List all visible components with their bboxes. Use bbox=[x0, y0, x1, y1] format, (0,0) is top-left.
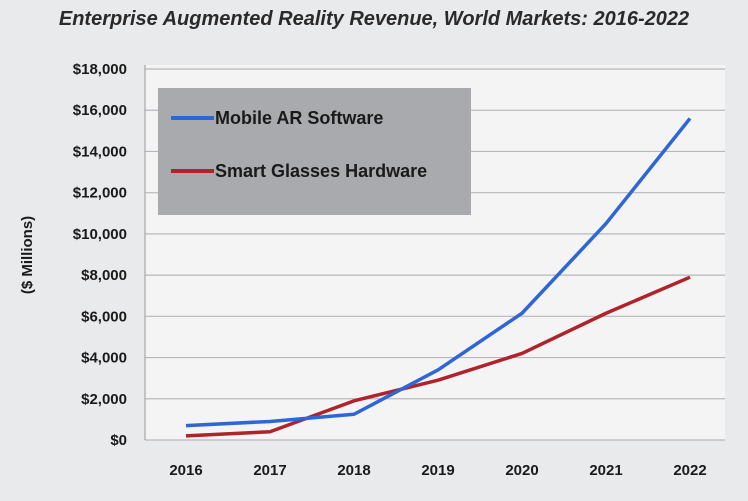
legend-label: Mobile AR Software bbox=[215, 108, 383, 128]
y-tick-label: $8,000 bbox=[81, 267, 127, 284]
y-tick-label: $16,000 bbox=[73, 102, 127, 119]
y-tick-label: $0 bbox=[110, 432, 127, 449]
x-tick-label: 2020 bbox=[505, 462, 538, 479]
chart-title: Enterprise Augmented Reality Revenue, Wo… bbox=[58, 8, 690, 30]
y-axis-label: ($ Millions) bbox=[19, 216, 36, 294]
y-tick-label: $18,000 bbox=[73, 61, 127, 78]
legend-box bbox=[158, 88, 471, 215]
legend: Mobile AR Software Smart Glasses Hardware bbox=[158, 88, 471, 215]
y-tick-label: $10,000 bbox=[73, 226, 127, 243]
y-tick-label: $6,000 bbox=[81, 308, 127, 325]
y-tick-label: $12,000 bbox=[73, 185, 127, 202]
y-tick-label: $4,000 bbox=[81, 350, 127, 367]
x-tick-label: 2017 bbox=[253, 462, 286, 479]
x-tick-label: 2019 bbox=[421, 462, 454, 479]
x-tick-label: 2018 bbox=[337, 462, 370, 479]
x-tick-label: 2016 bbox=[169, 462, 202, 479]
y-tick-label: $2,000 bbox=[81, 391, 127, 408]
x-tick-label: 2022 bbox=[673, 462, 706, 479]
legend-label: Smart Glasses Hardware bbox=[215, 161, 427, 181]
x-tick-label: 2021 bbox=[589, 462, 622, 479]
y-tick-label: $14,000 bbox=[73, 143, 127, 160]
